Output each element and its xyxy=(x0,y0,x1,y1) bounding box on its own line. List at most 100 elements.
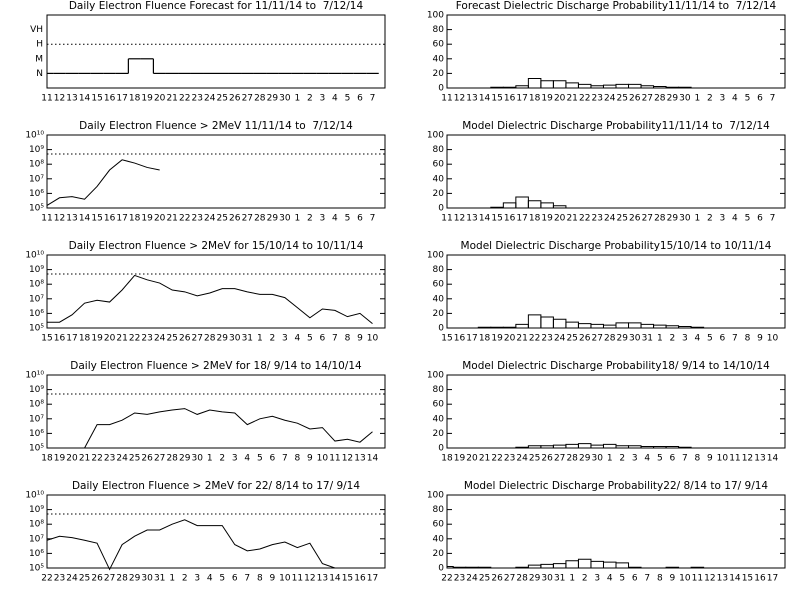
x-tick-label: 1 xyxy=(695,94,701,104)
x-tick-label: 9 xyxy=(669,574,675,584)
x-tick-label: 7 xyxy=(644,574,650,584)
x-tick-label: 18 xyxy=(41,454,53,464)
x-tick-label: 24 xyxy=(516,454,528,464)
x-tick-label: 25 xyxy=(166,334,177,344)
x-tick-label: 19 xyxy=(141,214,153,224)
x-tick-label: 9 xyxy=(269,574,275,584)
x-tick-label: 27 xyxy=(242,94,253,104)
x-tick-label: 16 xyxy=(504,94,516,104)
x-tick-label: 3 xyxy=(194,574,200,584)
x-tick-label: 25 xyxy=(129,454,140,464)
x-tick-label: 15 xyxy=(342,574,353,584)
x-tick-label: 25 xyxy=(217,214,228,224)
x-tick-label: 4 xyxy=(207,574,213,584)
fluence-line xyxy=(46,159,160,206)
x-tick-label: 29 xyxy=(617,334,629,344)
x-tick-label: 2 xyxy=(707,94,713,104)
x-tick-label: 22 xyxy=(41,574,52,584)
bar xyxy=(640,323,655,328)
x-tick-label: 17 xyxy=(116,94,127,104)
x-tick-label: 22 xyxy=(491,454,502,464)
x-tick-label: 8 xyxy=(257,574,263,584)
x-tick-label: 5 xyxy=(657,454,663,464)
x-tick-label: 8 xyxy=(745,334,751,344)
x-tick-label: 26 xyxy=(579,334,591,344)
bar xyxy=(565,321,579,328)
bar xyxy=(565,82,579,88)
x-tick-label: 2 xyxy=(707,214,713,224)
x-tick-label: 9 xyxy=(707,454,713,464)
x-tick-label: 6 xyxy=(757,94,763,104)
plot-frame xyxy=(46,134,386,209)
y-tick-label: 40 xyxy=(433,414,445,424)
x-tick-label: 9 xyxy=(757,334,763,344)
x-tick-label: 12 xyxy=(454,214,465,224)
x-tick-label: 4 xyxy=(295,334,301,344)
x-tick-label: 23 xyxy=(504,454,515,464)
bar xyxy=(628,566,642,568)
bar xyxy=(602,443,617,448)
x-tick-label: 29 xyxy=(267,214,279,224)
bar xyxy=(577,83,592,88)
y-tick-label: 40 xyxy=(433,534,445,544)
x-tick-label: 29 xyxy=(667,94,679,104)
x-tick-label: 4 xyxy=(732,214,738,224)
x-tick-label: 13 xyxy=(754,454,765,464)
y-tick-label: 10⁶ xyxy=(29,309,44,319)
x-tick-label: 19 xyxy=(541,214,553,224)
x-tick-label: 2 xyxy=(182,574,188,584)
y-tick-label: 10¹⁰ xyxy=(25,131,44,141)
y-tick-label: 60 xyxy=(433,520,445,530)
x-tick-label: 7 xyxy=(282,454,288,464)
x-tick-label: 2 xyxy=(582,574,588,584)
y-tick-label: 10⁹ xyxy=(29,145,44,155)
x-tick-label: 26 xyxy=(491,574,503,584)
x-tick-label: 4 xyxy=(695,334,701,344)
x-tick-label: 27 xyxy=(154,454,165,464)
x-tick-label: 7 xyxy=(244,574,250,584)
x-tick-label: 6 xyxy=(320,334,326,344)
x-tick-label: 11 xyxy=(292,574,303,584)
bar xyxy=(590,323,604,328)
y-tick-label: 100 xyxy=(427,251,444,261)
x-tick-label: 28 xyxy=(654,214,666,224)
x-tick-label: 6 xyxy=(357,94,363,104)
y-tick-label: 0 xyxy=(438,324,444,334)
x-tick-label: 12 xyxy=(742,454,753,464)
x-tick-label: 21 xyxy=(166,214,177,224)
x-tick-label: 21 xyxy=(166,94,177,104)
x-tick-label: 17 xyxy=(116,214,127,224)
x-tick-label: 20 xyxy=(554,214,566,224)
x-tick-label: 28 xyxy=(204,334,216,344)
x-tick-label: 16 xyxy=(354,574,366,584)
x-tick-label: 5 xyxy=(219,574,225,584)
x-tick-label: 10 xyxy=(317,454,329,464)
bar xyxy=(502,202,517,208)
x-tick-label: 28 xyxy=(116,574,128,584)
y-tick-label: 10⁷ xyxy=(29,294,44,304)
x-tick-label: 2 xyxy=(669,334,675,344)
x-tick-label: 16 xyxy=(504,214,516,224)
bar xyxy=(565,560,579,568)
x-tick-label: 19 xyxy=(91,334,103,344)
y-tick-label: 100 xyxy=(427,491,444,501)
x-tick-label: 27 xyxy=(554,454,565,464)
x-tick-label: 13 xyxy=(66,214,77,224)
x-tick-label: 4 xyxy=(732,94,738,104)
x-tick-label: 6 xyxy=(720,334,726,344)
x-tick-label: 11 xyxy=(692,574,703,584)
x-tick-label: 1 xyxy=(569,574,575,584)
panel-title: Model Dielectric Discharge Probability11… xyxy=(462,120,770,132)
y-tick-label: 10⁶ xyxy=(29,189,44,199)
x-tick-label: 15 xyxy=(41,334,52,344)
x-tick-label: 17 xyxy=(516,94,527,104)
x-tick-label: 23 xyxy=(104,454,115,464)
x-tick-label: 30 xyxy=(679,94,691,104)
x-tick-label: 20 xyxy=(154,94,166,104)
x-tick-label: 18 xyxy=(529,94,541,104)
x-tick-label: 3 xyxy=(720,214,726,224)
bar xyxy=(527,314,542,328)
x-tick-label: 21 xyxy=(79,454,90,464)
y-tick-label: 80 xyxy=(433,385,445,395)
x-tick-label: 22 xyxy=(179,94,190,104)
